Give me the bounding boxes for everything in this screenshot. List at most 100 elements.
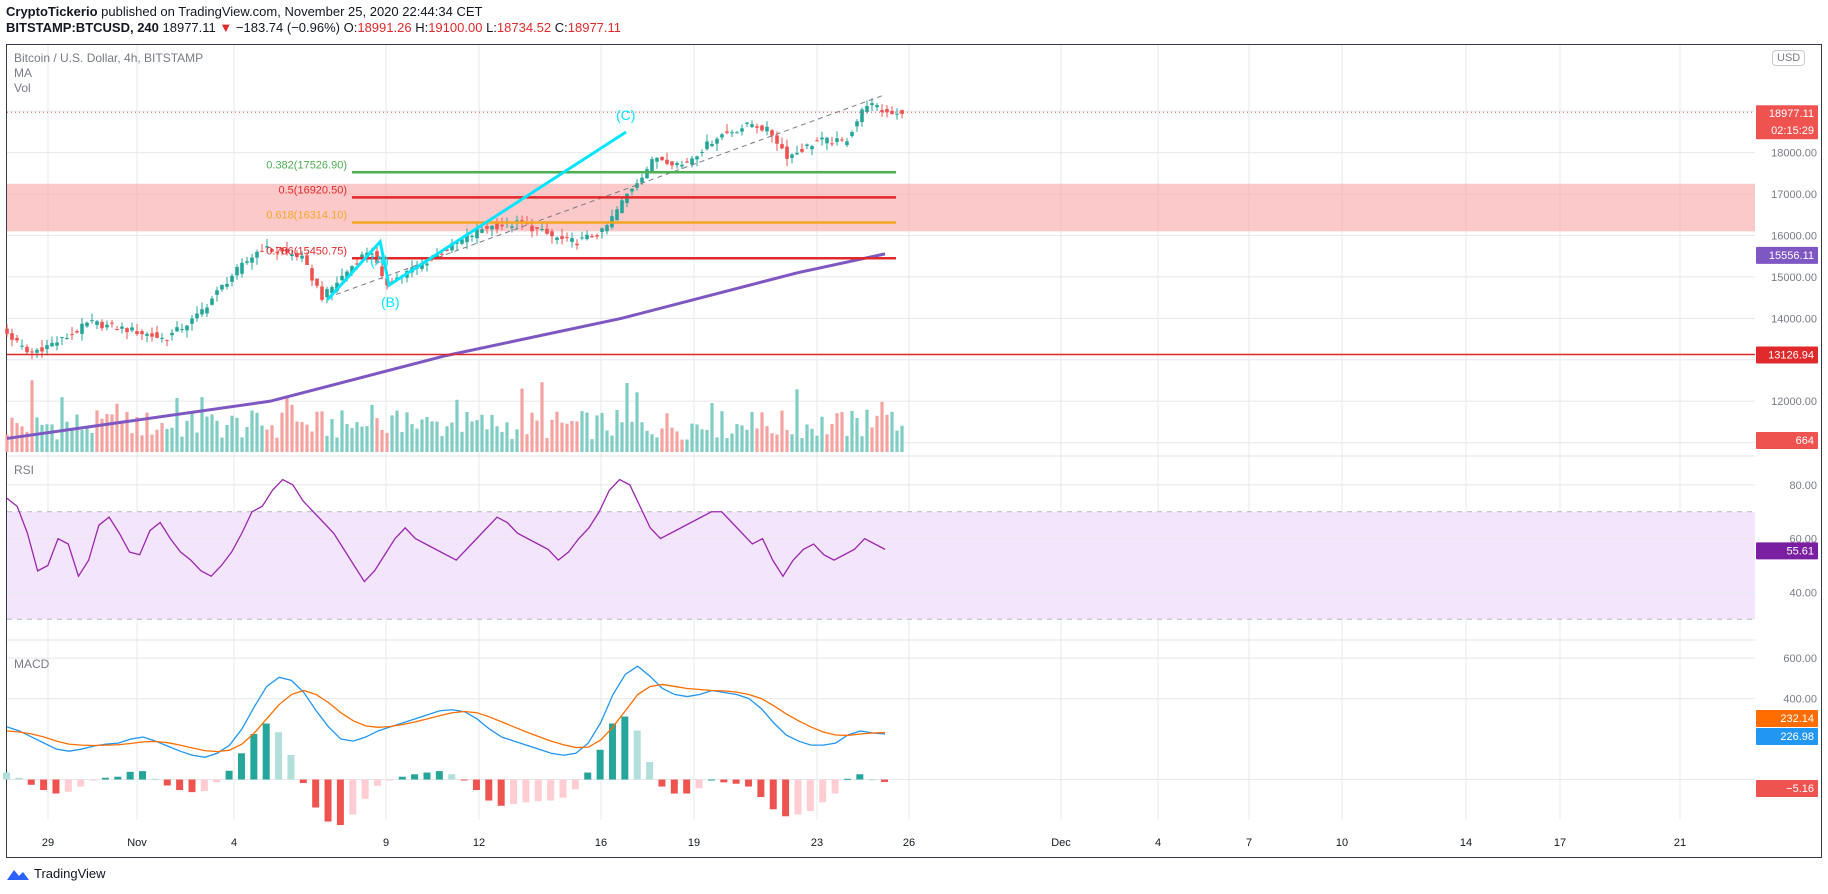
volume-bar	[350, 428, 354, 452]
macd-histogram-bar	[101, 777, 109, 780]
tradingview-footer[interactable]: TradingView	[6, 866, 106, 881]
volume-bar	[900, 425, 904, 452]
ohlc-line: BITSTAMP:BTCUSD, 240 18977.11 ▼ −183.74 …	[6, 20, 621, 35]
volume-bar	[650, 434, 654, 452]
candle-body	[170, 332, 174, 336]
volume-bar	[180, 436, 184, 452]
volume-bar	[120, 421, 124, 452]
macd-histogram-bar	[510, 779, 518, 805]
volume-bar	[105, 414, 109, 452]
x-tick-label: 29	[42, 837, 54, 849]
volume-bar	[305, 424, 309, 452]
candle-body	[740, 128, 744, 132]
candle-body	[750, 124, 754, 127]
down-arrow-icon: ▼	[219, 20, 233, 35]
volume-bar	[475, 420, 479, 452]
macd-histogram-bar	[856, 774, 864, 780]
macd-histogram-bar	[374, 779, 382, 786]
volume-bar	[405, 412, 409, 452]
volume-bar	[195, 432, 199, 452]
volume-bar	[245, 427, 249, 452]
vol-legend: Vol	[14, 81, 31, 95]
volume-bar	[320, 411, 324, 452]
volume-bar	[810, 428, 814, 452]
x-tick-label: 17	[1554, 837, 1566, 849]
candle-body	[555, 237, 559, 240]
footer-brand: TradingView	[34, 866, 106, 881]
volume-bar	[595, 415, 599, 452]
candle-body	[795, 152, 799, 155]
volume-bar	[265, 429, 269, 452]
candle-body	[465, 235, 469, 243]
histogram-badge: −5.16	[1786, 783, 1814, 795]
volume-bar	[160, 423, 164, 452]
currency-button[interactable]: USD	[1772, 50, 1806, 66]
candle-body	[595, 235, 599, 237]
volume-bar	[755, 428, 759, 452]
volume-bar	[720, 411, 724, 452]
macd-histogram-bar	[64, 779, 72, 792]
volume-bar	[805, 424, 809, 452]
candle-body	[660, 156, 664, 161]
candle-body	[890, 110, 894, 115]
volume-bar	[870, 427, 874, 452]
candle-body	[165, 340, 169, 342]
volume-bar	[390, 415, 394, 452]
macd-histogram-bar	[27, 779, 35, 785]
candle-body	[35, 349, 39, 353]
wave-label-a: (A)	[370, 253, 389, 269]
volume-bar	[330, 419, 334, 452]
candle-body	[790, 154, 794, 158]
candle-body	[770, 130, 774, 136]
macd-histogram-bar	[139, 771, 147, 780]
publisher-name[interactable]: CryptoTickerio	[6, 4, 98, 19]
x-tick-label: 9	[383, 837, 389, 849]
macd-histogram-bar	[423, 772, 431, 780]
volume-bar	[280, 412, 284, 452]
volume-bar	[665, 413, 669, 452]
macd-histogram-bar	[757, 779, 765, 798]
volume-bar	[735, 424, 739, 452]
volume-bar	[710, 403, 714, 452]
macd-histogram-bar	[299, 779, 307, 784]
signal-badge-bg	[1756, 710, 1818, 727]
candle-body	[225, 283, 229, 287]
volume-bar	[45, 424, 49, 452]
volume-bar	[880, 401, 884, 452]
volume-bar	[700, 429, 704, 452]
signal-badge: 232.14	[1780, 713, 1814, 725]
volume-bar	[550, 419, 554, 452]
candle-body	[60, 337, 64, 339]
volume-bar	[355, 422, 359, 452]
price-axis-label: 14000.00	[1771, 313, 1817, 325]
volume-bar	[50, 424, 54, 452]
volume-bar	[655, 437, 659, 452]
wave-label-c: (C)	[616, 107, 635, 123]
macd-badge: 226.98	[1780, 731, 1814, 743]
candle-body	[140, 331, 144, 335]
low-value: 18734.52	[496, 20, 552, 35]
volume-bar	[175, 397, 179, 452]
published-text: published on TradingView.com, November 2…	[101, 4, 483, 19]
volume-bar	[785, 429, 789, 452]
macd-histogram-bar	[806, 779, 814, 812]
resistance-zone	[7, 183, 1755, 232]
volume-bar	[425, 417, 429, 452]
volume-bar	[750, 412, 754, 452]
volume-bar	[745, 429, 749, 452]
volume-bar	[465, 411, 469, 452]
volume-bar	[290, 404, 294, 452]
volume-bar	[75, 414, 79, 452]
rsi-legend: RSI	[14, 463, 34, 477]
volume-bar	[790, 434, 794, 452]
volume-bar	[115, 403, 119, 452]
candle-body	[835, 138, 839, 142]
volume-bar	[315, 411, 319, 452]
candle-body	[665, 159, 669, 164]
candle-body	[235, 266, 239, 276]
macd-histogram-bar	[213, 779, 221, 783]
volume-bar	[680, 439, 684, 452]
volume-bar	[645, 430, 649, 452]
volume-bar	[430, 421, 434, 452]
